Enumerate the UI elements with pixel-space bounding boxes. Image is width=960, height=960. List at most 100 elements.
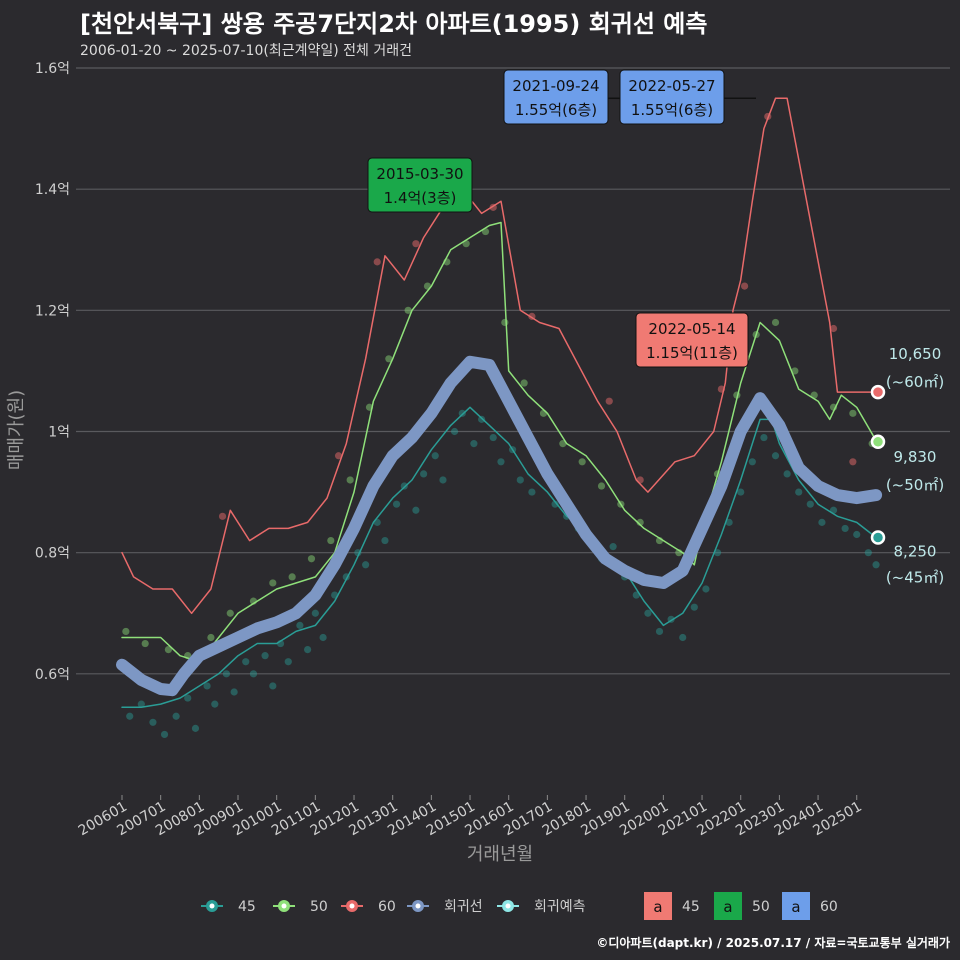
scatter-point-45: [392, 500, 401, 508]
legend: 45 50 60 회귀선 회귀예측 a 45 a 50 a 60: [201, 892, 838, 920]
legend-label: 45: [238, 899, 256, 915]
legend-box-glyph: a: [723, 898, 732, 916]
scatter-point-50: [122, 627, 130, 636]
scatter-point-60: [849, 458, 857, 466]
scatter-point-45: [497, 458, 505, 466]
legend-swatch-center: [281, 903, 287, 909]
scatter-point-45: [458, 409, 466, 417]
scatter-point-45: [528, 488, 536, 496]
legend-label: 50: [310, 899, 328, 915]
scatter-point-50: [307, 555, 316, 563]
scatter-point-45: [864, 549, 872, 557]
scatter-point-45: [516, 476, 524, 484]
end-area-label: (~45㎡): [886, 569, 944, 587]
scatter-point-50: [520, 379, 528, 387]
series-line-회귀선: [116, 355, 883, 697]
scatter-point-60: [373, 258, 381, 266]
scatter-point-50: [791, 367, 799, 375]
scatter-point-45: [771, 452, 780, 460]
series-lines: [116, 97, 883, 708]
scatter-point-45: [760, 433, 768, 442]
y-tick-label: 0.8억: [35, 546, 70, 562]
legend-swatch-center: [349, 903, 355, 909]
source-caption: ©디아파트(dapt.kr) / 2025.07.17 / 자료=국토교통부 실…: [596, 936, 950, 950]
scatter-point-60: [605, 397, 613, 405]
annotation-value: 1.55억(6층): [631, 101, 713, 119]
scatter-point-50: [269, 579, 277, 587]
scatter-point-45: [400, 482, 408, 490]
scatter-point-45: [713, 549, 722, 557]
legend-box-label: 50: [752, 899, 770, 915]
chart-title: [천안서북구] 쌍용 주공7단지2차 아파트(1995) 회귀선 예측: [80, 10, 708, 38]
scatter-point-45: [470, 440, 478, 448]
end-marker: [870, 434, 886, 450]
annotation-box: [635, 312, 749, 368]
annotation-date: 2022-05-27: [628, 77, 715, 95]
scatter-point-50: [385, 355, 393, 363]
scatter-point-45: [261, 652, 269, 660]
legend-box-label: 45: [682, 899, 700, 915]
annotation-label: 2021-09-24 1.55억(6층): [503, 69, 609, 125]
scatter-point-45: [137, 700, 145, 708]
annotation-value: 1.55억(6층): [515, 101, 597, 119]
scatter-point-45: [644, 609, 652, 617]
scatter-point-45: [431, 452, 439, 460]
annotation-value: 1.4억(3층): [384, 189, 457, 207]
annotation-label: 2015-03-30 1.4억(3층): [367, 157, 473, 213]
scatter-point-60: [829, 324, 838, 333]
scatter-point-50: [597, 482, 606, 490]
scatter-point-50: [164, 646, 173, 654]
end-area-label: (~50㎡): [886, 476, 944, 494]
annotation-label: 2022-05-27 1.55억(6층): [619, 69, 725, 125]
y-tick-label: 1.4억: [35, 182, 70, 198]
y-axis-ticks: 0.6억 0.8억 1억 1.2억 1.4억 1.6억: [35, 61, 70, 683]
scatter-point-45: [489, 433, 497, 442]
scatter-point-45: [655, 627, 664, 636]
scatter-point-45: [191, 724, 200, 732]
scatter-point-45: [149, 718, 157, 726]
scatter-point-60: [218, 512, 227, 520]
scatter-point-45: [249, 670, 258, 678]
scatter-point-45: [230, 688, 238, 696]
scatter-point-50: [226, 609, 234, 617]
annotations: 2021-09-241.55억(6층)2022-05-271.55억(6층)20…: [367, 69, 756, 368]
scatter-point-45: [222, 670, 231, 678]
scatter-point-50: [636, 518, 644, 526]
scatter-point-45: [412, 506, 420, 514]
scatter-point-50: [771, 318, 780, 327]
grid-lines: [76, 67, 950, 675]
scatter-point-45: [269, 682, 277, 690]
scatter-point-45: [725, 518, 733, 526]
series-line-50: [121, 221, 877, 663]
scatter-point-45: [748, 458, 756, 466]
scatter-points: [122, 112, 880, 739]
legend-label: 회귀선: [444, 899, 483, 915]
legend-label: 60: [378, 899, 396, 915]
scatter-point-45: [304, 646, 312, 654]
scatter-point-50: [849, 409, 857, 417]
legend-box: [714, 892, 742, 920]
scatter-point-45: [853, 530, 861, 539]
scatter-point-50: [346, 476, 354, 484]
annotation-date: 2021-09-24: [512, 77, 599, 95]
scatter-point-45: [211, 700, 219, 708]
scatter-point-45: [284, 658, 292, 666]
end-price-label: 9,830: [894, 448, 937, 466]
y-axis-title: 매매가(원): [6, 390, 27, 470]
scatter-point-45: [702, 585, 710, 593]
annotation-date: 2022-05-14: [648, 320, 735, 338]
scatter-point-60: [412, 240, 420, 248]
scatter-point-45: [420, 470, 428, 478]
legend-box-glyph: a: [791, 898, 800, 916]
series-line-45: [121, 406, 877, 708]
scatter-point-50: [539, 409, 548, 417]
end-price-label: 10,650: [889, 345, 942, 363]
scatter-point-45: [841, 524, 849, 533]
scatter-point-45: [806, 500, 814, 508]
scatter-point-45: [319, 633, 327, 642]
scatter-point-45: [632, 591, 640, 599]
legend-swatch-center: [505, 903, 511, 909]
annotation-date: 2015-03-30: [376, 165, 463, 183]
end-markers: 10,650 (~60㎡) 9,830 (~50㎡) 8,250 (~45㎡): [870, 345, 944, 587]
